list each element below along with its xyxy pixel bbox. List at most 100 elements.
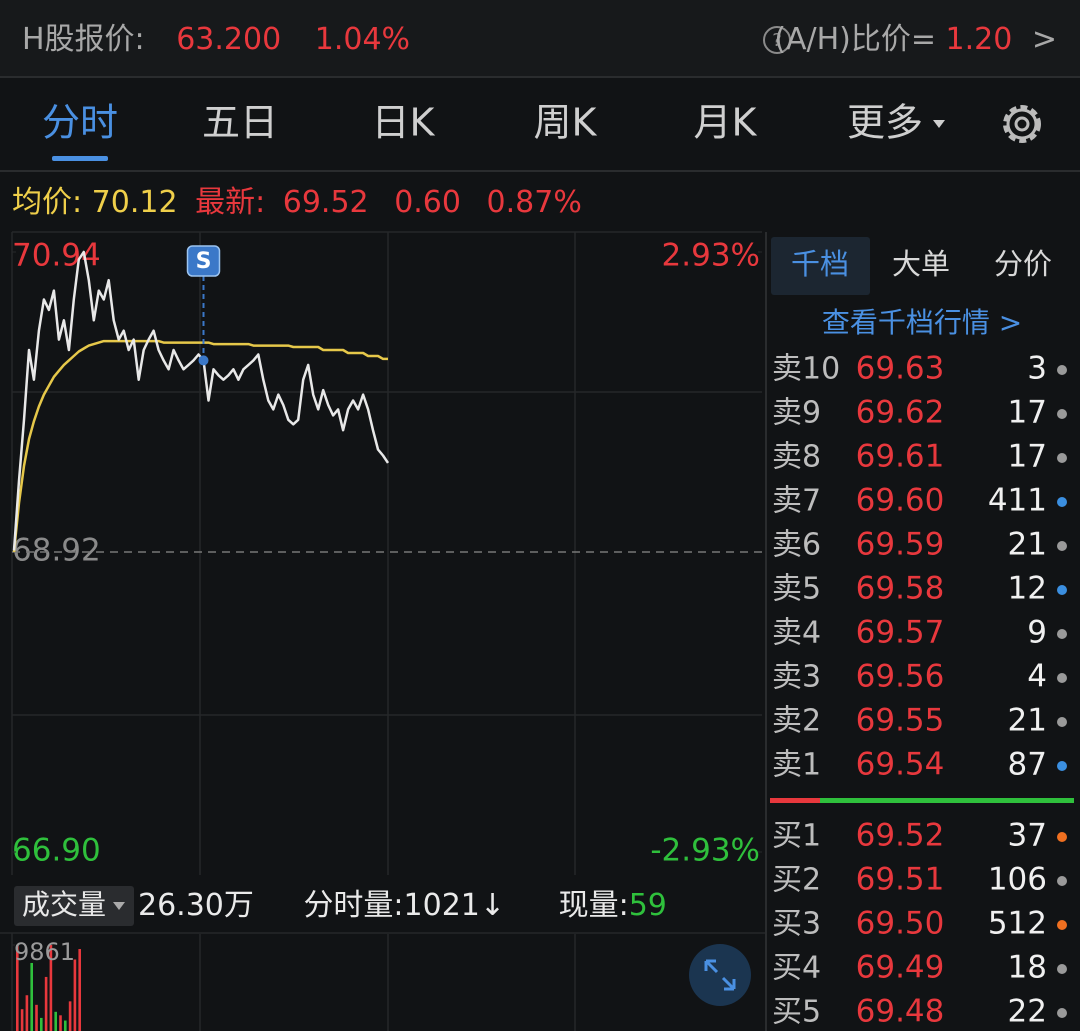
current-volume-label: 现量:	[559, 888, 629, 923]
book-qty: 12	[1008, 571, 1047, 607]
book-link[interactable]: 查看千档行情 >	[822, 306, 1022, 339]
change-value: 0.60	[394, 185, 461, 220]
book-qty: 17	[1008, 439, 1047, 475]
marker-label: S	[196, 249, 212, 274]
quote-change: 1.04%	[315, 22, 410, 57]
book-level: 买2	[772, 863, 821, 898]
volume-bar	[44, 976, 48, 1031]
volume-stats: 26.30万 分时量:1021↓ 现量:59	[138, 888, 667, 923]
book-qty: 411	[988, 483, 1047, 519]
book-dot	[1057, 365, 1067, 375]
gear-teeth	[1003, 105, 1041, 143]
tab[interactable]: 月K	[694, 101, 758, 145]
tab[interactable]: 周K	[534, 101, 598, 145]
book-qty: 9	[1027, 615, 1047, 651]
book-level: 卖8	[772, 440, 821, 475]
book-tab[interactable]: 千档	[791, 247, 849, 281]
ah-ratio[interactable]: (A/H)比价= 1.20 >	[774, 22, 1057, 57]
book-dot	[1057, 541, 1067, 551]
summary: 均价: 70.12 最新: 69.52 0.60 0.87%	[12, 185, 582, 220]
ratio-bar-buy	[820, 798, 1074, 803]
book-level: 卖1	[772, 748, 821, 783]
marker-badge	[186, 245, 221, 277]
book-level: 买1	[772, 819, 821, 854]
volume-bar	[30, 962, 33, 1031]
tab[interactable]: 更多	[847, 101, 923, 145]
book-price: 69.49	[856, 950, 945, 986]
y-tick-label: 66.90	[12, 833, 101, 869]
book-dot	[1057, 409, 1067, 419]
book-price: 69.59	[856, 527, 945, 563]
book-tab[interactable]: 大单	[892, 247, 950, 281]
current-volume-value: 59	[629, 888, 667, 923]
help-icon-glyph: ?	[772, 30, 782, 51]
book-price: 69.62	[856, 395, 945, 431]
volume-total: 26.30万	[138, 888, 254, 923]
change-pct: 0.87%	[487, 185, 582, 220]
avg-label: 均价:	[12, 185, 82, 220]
book-price: 69.63	[856, 351, 945, 387]
book-price: 69.48	[856, 994, 945, 1030]
ah-label: (A/H)比价=	[774, 22, 936, 57]
minute-volume-value: 1021↓	[404, 888, 505, 923]
volume-bar	[78, 949, 81, 1031]
help-icon[interactable]	[763, 26, 791, 54]
dropdown-arrow	[113, 902, 125, 910]
book-qty: 17	[1008, 395, 1047, 431]
volume-bar	[40, 1017, 43, 1031]
book-dot	[1057, 585, 1067, 595]
book-qty: 21	[1008, 703, 1047, 739]
book-dot	[1057, 453, 1067, 463]
price-line	[12, 339, 388, 553]
book-tab-bg	[771, 237, 870, 295]
tab[interactable]: 日K	[372, 101, 436, 145]
volume-bar	[49, 945, 53, 1031]
volume-bar	[54, 1011, 57, 1031]
tab-indicator	[52, 156, 108, 161]
latest-label: 最新:	[195, 185, 265, 220]
quote-label: H股报价:	[22, 22, 145, 57]
book-qty: 4	[1027, 659, 1047, 695]
book-price: 69.60	[856, 483, 945, 519]
tab[interactable]: 五日	[202, 101, 278, 145]
book-level: 卖7	[772, 484, 821, 519]
book-dot	[1057, 673, 1067, 683]
header-bg	[0, 0, 1080, 76]
volume-bar	[68, 1001, 72, 1031]
book-tab[interactable]: 分价	[994, 247, 1052, 281]
volume-bar	[35, 1004, 38, 1031]
volume-bar	[64, 1020, 67, 1031]
book-price: 69.50	[856, 906, 945, 942]
expand-button[interactable]	[689, 944, 751, 1006]
gear-body	[1006, 108, 1038, 140]
y-tick-label: 68.92	[12, 533, 101, 569]
book-level: 卖3	[772, 660, 821, 695]
book-qty: 512	[988, 906, 1047, 942]
book-dot	[1057, 832, 1067, 842]
tab[interactable]: 分时	[42, 101, 118, 145]
book-dot	[1057, 717, 1067, 727]
book-qty: 18	[1008, 950, 1047, 986]
book-level: 卖5	[772, 572, 821, 607]
gear-hole	[1014, 116, 1030, 132]
book-dot	[1057, 761, 1067, 771]
volume-bar	[16, 945, 19, 1031]
book-price: 69.57	[856, 615, 945, 651]
book-level: 买3	[772, 907, 821, 942]
book-qty: 37	[1008, 818, 1047, 854]
book-dot	[1057, 964, 1067, 974]
book-price: 69.54	[856, 747, 945, 783]
y2-tick-label: 2.93%	[662, 238, 760, 274]
settings-icon[interactable]	[1003, 105, 1041, 143]
book-qty: 21	[1008, 527, 1047, 563]
book-level: 卖9	[772, 396, 821, 431]
y2-tick-label: -2.93%	[650, 833, 760, 869]
book-qty: 106	[988, 862, 1047, 898]
tab-bar: 分时 五日 日K 周K 月K 更多	[42, 101, 945, 161]
volume-selector[interactable]	[14, 886, 134, 926]
book-qty: 3	[1027, 351, 1047, 387]
header-left: H股报价: 63.200 1.04%	[22, 22, 410, 57]
book-price: 69.55	[856, 703, 945, 739]
